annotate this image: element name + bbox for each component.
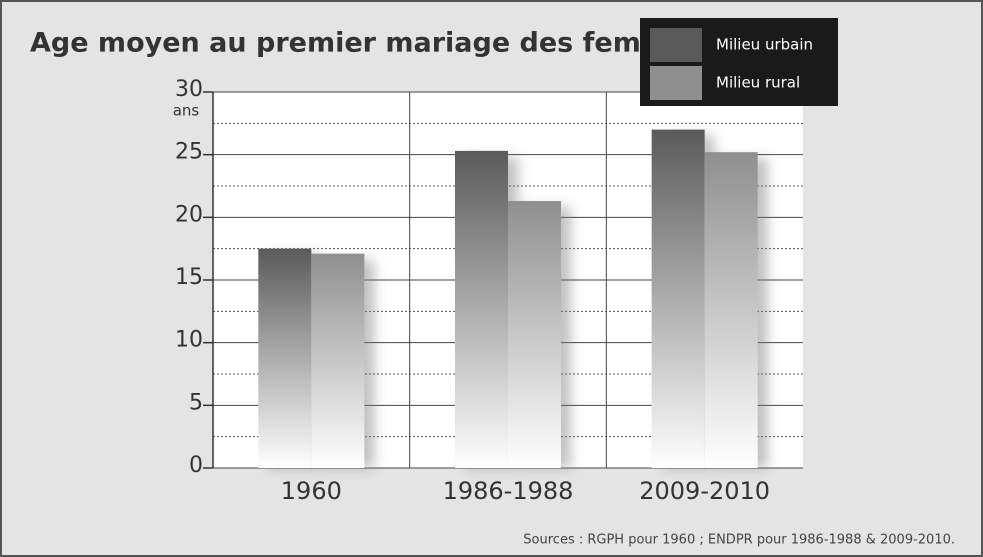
bar: [455, 150, 508, 468]
bar: [311, 253, 365, 468]
legend-swatch: [650, 66, 702, 100]
y-tick-label: 15: [175, 265, 203, 290]
y-tick-label: 25: [175, 140, 203, 165]
x-tick-label: 1986-1988: [443, 477, 574, 505]
x-tick-label: 2009-2010: [639, 477, 770, 505]
bar: [651, 129, 705, 468]
legend-swatch: [650, 28, 702, 62]
source: Sources : RGPH pour 1960 ; ENDPR pour 19…: [523, 533, 955, 548]
legend-label: Milieu rural: [716, 74, 800, 92]
bar: [704, 152, 758, 468]
y-tick-label: 20: [175, 202, 203, 227]
y-unit: ans: [173, 102, 200, 120]
x-tick-label: 1960: [281, 477, 342, 505]
bar: [258, 248, 312, 468]
y-tick-label: 5: [189, 390, 203, 415]
bar: [508, 201, 561, 469]
chart-title: Age moyen au premier mariage des femmes: [30, 28, 703, 59]
y-tick-label: 30: [175, 77, 203, 102]
y-tick-label: 10: [175, 328, 203, 353]
y-tick-label: 0: [189, 453, 203, 478]
legend-label: Milieu urbain: [716, 36, 813, 54]
